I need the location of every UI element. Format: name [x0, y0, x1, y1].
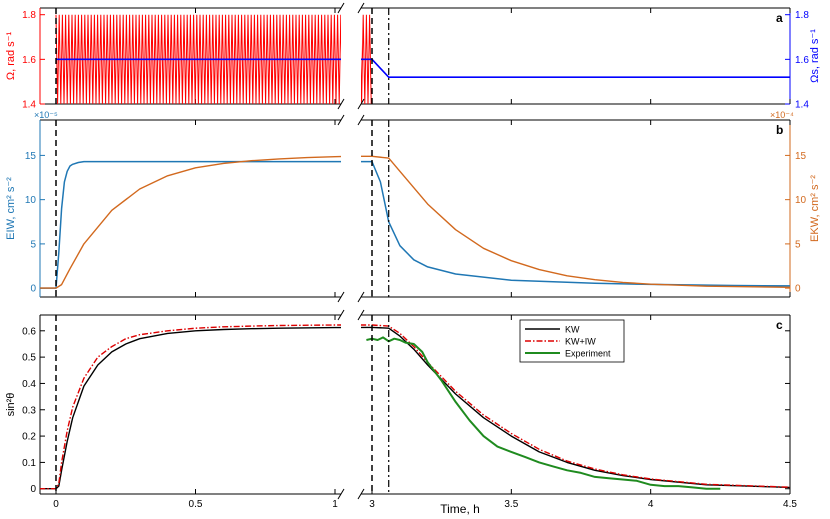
y-tick-label-right: 10 [795, 195, 807, 206]
panel-label-c: c [776, 318, 783, 332]
series-experiment-line [366, 336, 721, 490]
series-kw-line [40, 326, 790, 490]
exponent-left: ×10⁻⁵ [34, 110, 58, 120]
legend-entry: KW [565, 325, 580, 335]
axis-break-mark [357, 309, 365, 321]
panels-group: 1.4 1.6 1.8 1.4 1.6 1.8 Ω, rad s⁻¹ Ωs, rad s⁻¹ a… [5, 2, 821, 500]
y-tick-label-right: 1.4 [795, 100, 809, 111]
x-tick-label: 3.5 [504, 499, 518, 510]
x-axis-label: Time, h [440, 502, 480, 516]
y-tick-label-left: 0.2 [22, 432, 36, 443]
y-label-right: Ωs, rad s⁻¹ [809, 29, 821, 83]
series-group [40, 155, 790, 289]
y-tick-label-left: 0 [30, 484, 36, 495]
axis-break-mark [337, 309, 345, 321]
axis-break-mark [357, 98, 365, 110]
series-eiw-line [40, 160, 790, 289]
y-tick-label-right: 1.6 [795, 55, 809, 66]
y-tick-label-left: 0 [30, 284, 36, 295]
panel-a: 1.4 1.6 1.8 1.4 1.6 1.8 Ω, rad s⁻¹ Ωs, rad s⁻¹ a [5, 2, 821, 111]
y-label-left: Ω, rad s⁻¹ [5, 32, 17, 81]
y-tick-label-left: 1.6 [22, 55, 36, 66]
y-tick-label-left: 10 [25, 195, 37, 206]
panel-b: 0 5 10 15 0 5 10 15 ×10⁻⁵ ×10⁻⁴ EIW, cm² s⁻² EKW, c… [5, 110, 821, 303]
x-tick-label: 4 [648, 499, 654, 510]
axis-break-mark [337, 98, 345, 110]
series--s-line [56, 58, 790, 78]
exponent-right: ×10⁻⁴ [770, 110, 794, 120]
series-group [55, 14, 790, 104]
panel-c: 0 0.1 0.2 0.3 0.4 0.5 0.6 sin²θ c KW KW+IW Experime… [5, 309, 791, 500]
legend: KW KW+IW Experiment [519, 319, 625, 363]
y-tick-label-left: 5 [30, 239, 36, 250]
axis-break-mark [337, 2, 345, 14]
series-group [40, 324, 790, 490]
x-tick-label: 0.5 [189, 499, 203, 510]
y-label-right: EKW, cm² s⁻² [809, 175, 821, 242]
axis-break-mark [357, 114, 365, 126]
y-tick-label-right: 1.8 [795, 10, 809, 21]
x-tick-label: 4.5 [783, 499, 797, 510]
axis-break-mark [337, 488, 345, 500]
series-ekw-line [40, 155, 790, 289]
legend-entry: Experiment [565, 349, 611, 359]
y-tick-label-left: 0.1 [22, 458, 36, 469]
y-tick-label-left: 15 [25, 151, 37, 162]
y-label-left: EIW, cm² s⁻² [5, 177, 17, 240]
y-tick-label-left: 0.6 [22, 326, 36, 337]
y-label-left: sin²θ [5, 393, 17, 417]
y-tick-label-left: 0.5 [22, 353, 36, 364]
x-tick-label: 0 [53, 499, 59, 510]
y-tick-label-right: 5 [795, 239, 801, 250]
y-tick-label-left: 0.4 [22, 379, 36, 390]
axis-break-mark [337, 291, 345, 303]
x-tick-label: 1 [332, 499, 338, 510]
axis-break-mark [337, 114, 345, 126]
panel-label-b: b [776, 123, 783, 137]
axis-break-mark [357, 291, 365, 303]
axis-break-mark [357, 488, 365, 500]
y-tick-label-left: 1.4 [22, 100, 36, 111]
y-tick-label-right: 15 [795, 151, 807, 162]
x-axis: 0 0.5 1 3 3.5 4 4.5 Time, h [53, 499, 797, 516]
panel-label-a: a [776, 11, 783, 25]
legend-entry: KW+IW [565, 337, 596, 347]
y-tick-label-right: 0 [795, 284, 801, 295]
axis-break-mark [357, 2, 365, 14]
y-tick-label-left: 1.8 [22, 10, 36, 21]
x-tick-label: 3 [369, 499, 375, 510]
y-tick-label-left: 0.3 [22, 405, 36, 416]
